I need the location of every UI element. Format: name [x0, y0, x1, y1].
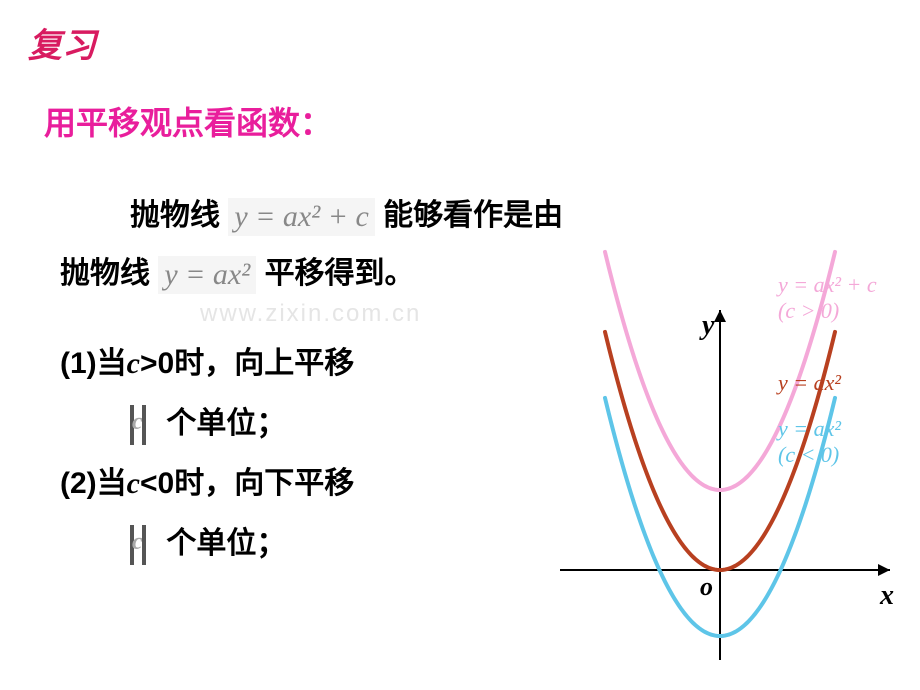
curve-label-2: y = ax² (c < 0) [778, 416, 841, 468]
item1-line-b: c 个单位； [128, 398, 286, 445]
item1-line-a: (1)当c>0时，向上平移 [60, 338, 354, 382]
abs-c-icon-2: c [128, 525, 158, 565]
watermark: www.zixin.com.cn [200, 300, 421, 328]
curve-label-2-l1: y = ax² [778, 416, 841, 442]
curve-label-0-l1: y = ax² + c [778, 272, 877, 298]
subtitle: 用平移观点看函数： [44, 98, 332, 144]
curve-label-0: y = ax² + c (c > 0) [778, 272, 877, 324]
curve-label-1-l1: y = ax² [778, 370, 841, 396]
item1-post: >0时，向上平移 [140, 347, 354, 380]
item2-line-b: c 个单位； [128, 518, 286, 565]
curve-label-1: y = ax² [778, 370, 841, 396]
line1-post: 能够看作是由 [383, 199, 563, 232]
origin-label: o [700, 572, 713, 602]
abs-c-icon: c [128, 405, 158, 445]
body-line-1: 抛物线 y = ax² + c 能够看作是由 [130, 190, 563, 236]
item2-pre: (2)当 [60, 467, 127, 500]
line2-post: 平移得到。 [265, 257, 415, 290]
item2-var: c [127, 467, 140, 500]
item1-var: c [127, 347, 140, 380]
item1b-text: 个单位； [166, 407, 286, 440]
body-line-2: 抛物线 y = ax² 平移得到。 [60, 248, 415, 294]
x-axis-label: x [880, 580, 894, 612]
item1-pre: (1)当 [60, 347, 127, 380]
formula-ax: y = ax² [158, 256, 256, 294]
item2-post: <0时，向下平移 [140, 467, 354, 500]
line2-pre: 抛物线 [60, 257, 150, 290]
formula-axc: y = ax² + c [228, 198, 374, 236]
curve-label-0-l2: (c > 0) [778, 298, 877, 324]
review-heading: 复习 [28, 18, 96, 67]
item2b-text: 个单位； [166, 527, 286, 560]
item2-line-a: (2)当c<0时，向下平移 [60, 458, 354, 502]
curve-label-2-l2: (c < 0) [778, 442, 841, 468]
y-axis-label: y [702, 310, 714, 342]
line1-pre: 抛物线 [130, 199, 220, 232]
